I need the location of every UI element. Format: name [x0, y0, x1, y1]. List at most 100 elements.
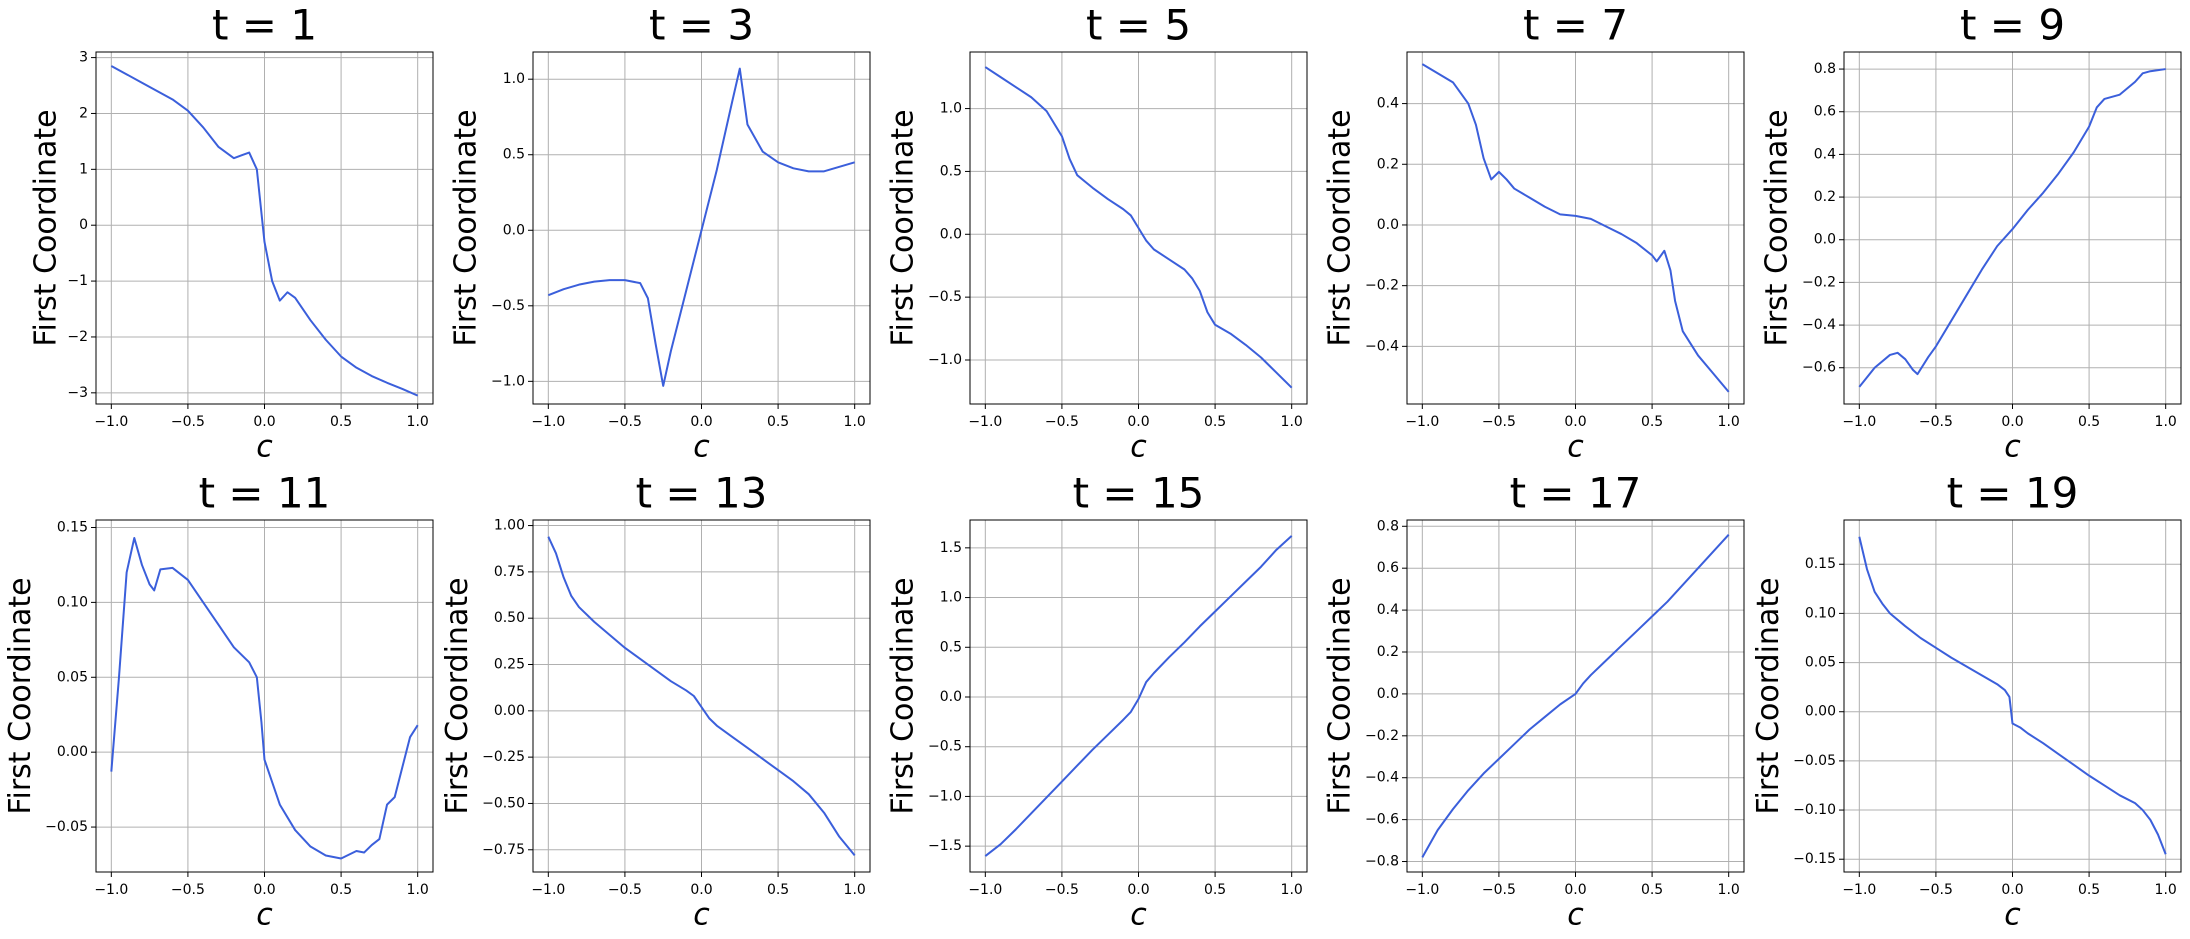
y-tick-label: −0.6	[1365, 812, 1399, 828]
axes-frame	[969, 51, 1308, 405]
x-tick-label: −1.0	[1405, 882, 1439, 898]
y-tick-label: 0.2	[1377, 644, 1399, 660]
y-tick-label: 0.15	[57, 519, 88, 535]
y-tick-label: 0.05	[1805, 655, 1836, 671]
x-tick-label: 0.0	[253, 882, 275, 898]
y-tick-label: −0.6	[1802, 360, 1836, 376]
y-axis-label: First Coordinate	[29, 109, 64, 346]
y-tick-label: 0.6	[1814, 104, 1836, 120]
y-tick-label: 0.00	[57, 744, 88, 760]
subplot-title: t = 17	[1510, 469, 1642, 518]
x-axis-label: c	[2004, 898, 2021, 933]
x-tick-label: 1.0	[1281, 414, 1303, 430]
y-tick-label: −0.05	[1793, 753, 1836, 769]
y-tick-label: −1.0	[491, 373, 525, 389]
data-line	[110, 65, 419, 397]
x-tick-label: −0.5	[1045, 414, 1079, 430]
axes-frame	[1406, 519, 1745, 873]
y-tick-label: 0.5	[940, 639, 962, 655]
y-tick-label: 0.8	[1377, 518, 1399, 534]
y-axis-label: First Coordinate	[886, 577, 921, 814]
x-tick-label: 0.0	[690, 882, 712, 898]
y-tick-label: −0.2	[1802, 274, 1836, 290]
x-tick-label: 1.0	[844, 414, 866, 430]
y-tick-label: −1	[67, 273, 88, 289]
subplot: −1.0 −0.5 0.0 0.5 1.0 −1.0 −0.5 0.0 0.5 1.0 t = 5 c…	[886, 1, 1308, 465]
subplot: −1.0 −0.5 0.0 0.5 1.0 −0.8 −0.6 −0.4 −0.2 0.0 0.2 0…	[1323, 469, 1745, 933]
data-line	[984, 535, 1293, 857]
x-axis-label: c	[1567, 430, 1584, 465]
y-tick-label: −0.4	[1365, 338, 1399, 354]
y-axis-label: First Coordinate	[1751, 577, 1786, 814]
axes-frame	[1406, 51, 1745, 405]
x-tick-label: 1.0	[2155, 882, 2177, 898]
x-tick-label: 1.0	[1281, 882, 1303, 898]
x-axis-label: c	[693, 430, 710, 465]
x-tick-label: 0.5	[2078, 882, 2100, 898]
x-tick-label: −1.0	[531, 414, 565, 430]
x-axis-label: c	[693, 898, 710, 933]
y-tick-label: −1.0	[928, 788, 962, 804]
subplot-title: t = 1	[212, 1, 317, 50]
y-tick-label: 0.8	[1814, 61, 1836, 77]
y-tick-label: −0.50	[482, 795, 525, 811]
x-tick-label: 0.0	[1127, 882, 1149, 898]
x-tick-label: 0.5	[1641, 882, 1663, 898]
y-tick-label: −0.10	[1793, 802, 1836, 818]
x-tick-label: 0.0	[253, 414, 275, 430]
x-tick-label: 0.0	[1564, 414, 1586, 430]
x-tick-label: −0.5	[171, 414, 205, 430]
x-tick-label: 0.5	[767, 414, 789, 430]
y-tick-label: 0.0	[503, 222, 525, 238]
y-axis-label: First Coordinate	[1323, 577, 1358, 814]
x-axis-label: c	[1567, 898, 1584, 933]
subplot: −1.0 −0.5 0.0 0.5 1.0 −0.15 −0.10 −0.05 0.00 0.05…	[1751, 469, 2182, 933]
x-tick-label: 1.0	[844, 882, 866, 898]
x-tick-label: −1.0	[968, 414, 1002, 430]
y-tick-label: 1.0	[940, 101, 962, 117]
axes-frame	[95, 519, 434, 873]
x-tick-label: −1.0	[1842, 414, 1876, 430]
y-tick-label: 1.5	[940, 540, 962, 556]
subplot-title: t = 3	[649, 1, 754, 50]
y-tick-label: 0.6	[1377, 560, 1399, 576]
x-tick-label: −1.0	[531, 882, 565, 898]
y-tick-label: 0.0	[1377, 686, 1399, 702]
subplot: −1.0 −0.5 0.0 0.5 1.0 −1.5 −1.0 −0.5 0.0 0.5 1.0 1.…	[886, 469, 1308, 933]
x-tick-label: −0.5	[1482, 882, 1516, 898]
axes-frame	[1843, 519, 2182, 873]
x-axis-label: c	[1130, 430, 1147, 465]
axes-frame	[969, 519, 1308, 873]
y-tick-label: 0.4	[1377, 96, 1399, 112]
y-tick-label: 3	[79, 50, 88, 66]
y-tick-label: −0.5	[491, 298, 525, 314]
y-tick-label: 0.00	[1805, 704, 1836, 720]
y-axis-label: First Coordinate	[3, 577, 38, 814]
x-axis-label: c	[1130, 898, 1147, 933]
y-tick-label: −0.4	[1365, 770, 1399, 786]
y-tick-label: 0.15	[1805, 556, 1836, 572]
y-tick-label: −0.5	[928, 739, 962, 755]
y-tick-label: 1.00	[494, 518, 525, 534]
x-tick-label: 0.5	[1204, 414, 1226, 430]
x-tick-label: 0.0	[690, 414, 712, 430]
x-tick-label: −0.5	[1919, 882, 1953, 898]
subplot: −1.0 −0.5 0.0 0.5 1.0 −0.6 −0.4 −0.2 0.0 0.2 0.4 0.…	[1760, 1, 2182, 465]
y-tick-label: −2	[67, 329, 88, 345]
y-tick-label: 0.25	[494, 657, 525, 673]
x-tick-label: 1.0	[1718, 414, 1740, 430]
y-tick-label: −0.15	[1793, 851, 1836, 867]
y-tick-label: 0.50	[494, 610, 525, 626]
x-tick-label: 0.0	[1127, 414, 1149, 430]
y-tick-label: −1.5	[928, 838, 962, 854]
subplot: −1.0 −0.5 0.0 0.5 1.0 −0.75 −0.50 −0.25 0.00 0.25…	[440, 469, 871, 933]
y-tick-label: 0.5	[503, 147, 525, 163]
subplot-title: t = 7	[1523, 1, 1628, 50]
x-tick-label: 0.0	[2001, 414, 2023, 430]
data-line	[547, 67, 855, 387]
y-tick-label: 0.4	[1377, 602, 1399, 618]
subplot: −1.0 −0.5 0.0 0.5 1.0 −1.0 −0.5 0.0 0.5 1.0 t = 3 c…	[449, 1, 871, 465]
x-tick-label: 0.0	[1564, 882, 1586, 898]
data-line	[1858, 68, 2166, 388]
